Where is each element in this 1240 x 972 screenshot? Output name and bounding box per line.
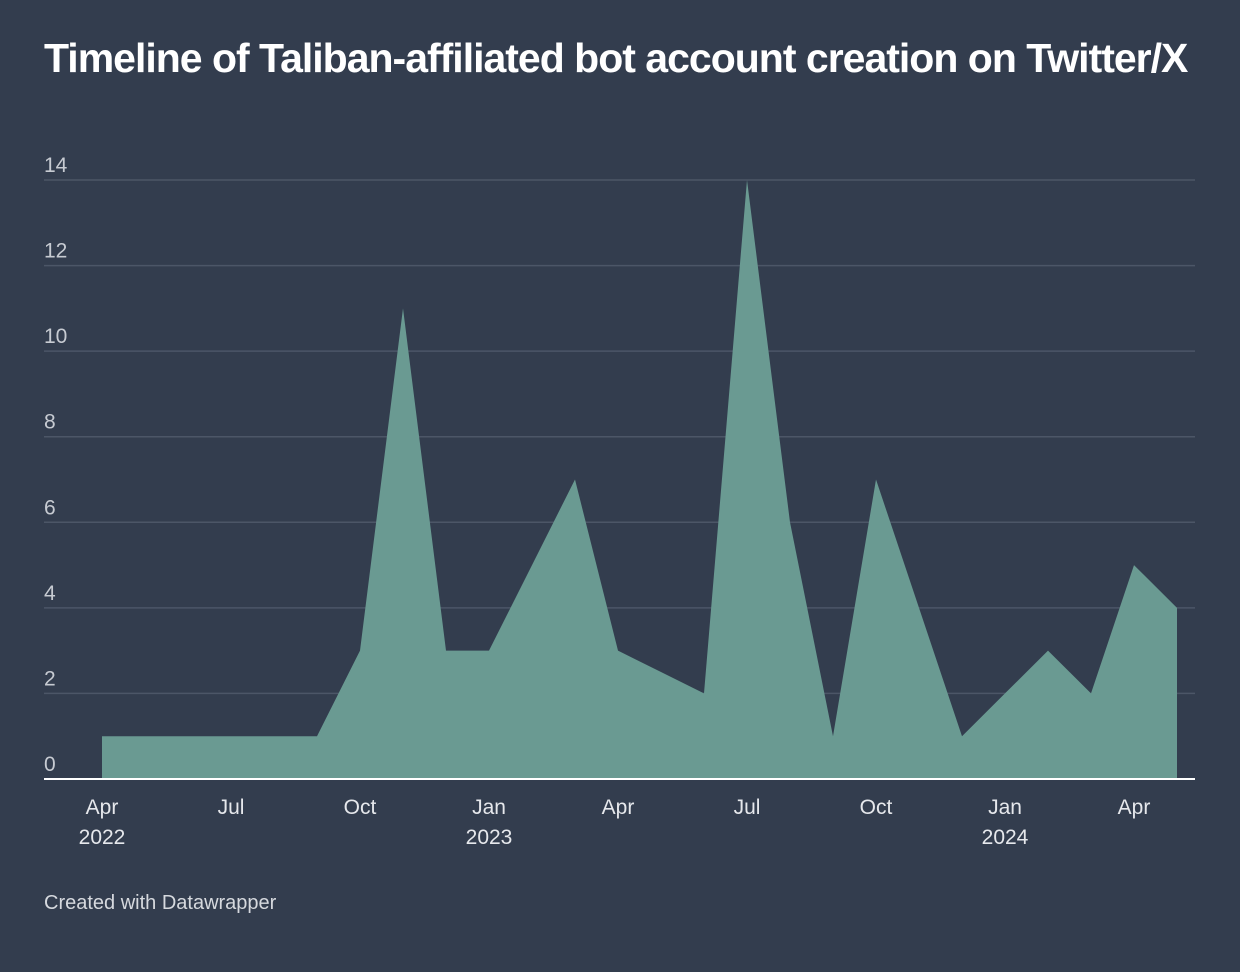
chart-title: Timeline of Taliban-affiliated bot accou… bbox=[44, 35, 1188, 81]
x-tick-year-label: 2023 bbox=[466, 826, 513, 849]
credit-footer: Created with Datawrapper bbox=[44, 892, 277, 914]
x-tick-label: Oct bbox=[344, 796, 377, 819]
x-tick-label: Jul bbox=[734, 796, 761, 819]
x-tick-label: Oct bbox=[860, 796, 893, 819]
y-tick-label: 4 bbox=[44, 582, 56, 605]
y-tick-label: 10 bbox=[44, 325, 67, 348]
x-axis-ticks: Apr 2022 Jul Oct Jan 2023 Apr Jul Oct Jan 2024 Apr bbox=[79, 796, 1151, 849]
y-tick-label: 6 bbox=[44, 496, 56, 519]
x-tick-label: Jan bbox=[472, 796, 506, 819]
y-tick-label: 8 bbox=[44, 411, 56, 434]
y-axis-ticks: 0 2 4 6 8 10 12 14 bbox=[44, 154, 68, 776]
y-tick-label: 2 bbox=[44, 667, 56, 690]
x-tick-label: Apr bbox=[1118, 796, 1151, 819]
y-tick-label: 0 bbox=[44, 753, 56, 776]
gridlines bbox=[44, 179, 1195, 695]
x-tick-label: Jan bbox=[988, 796, 1022, 819]
x-tick-label: Apr bbox=[86, 796, 119, 819]
x-tick-year-label: 2022 bbox=[79, 826, 126, 849]
x-tick-year-label: 2024 bbox=[982, 826, 1029, 849]
y-tick-label: 14 bbox=[44, 154, 68, 177]
x-tick-label: Jul bbox=[218, 796, 245, 819]
area-series bbox=[102, 180, 1177, 779]
x-tick-label: Apr bbox=[602, 796, 635, 819]
y-tick-label: 12 bbox=[44, 240, 67, 263]
